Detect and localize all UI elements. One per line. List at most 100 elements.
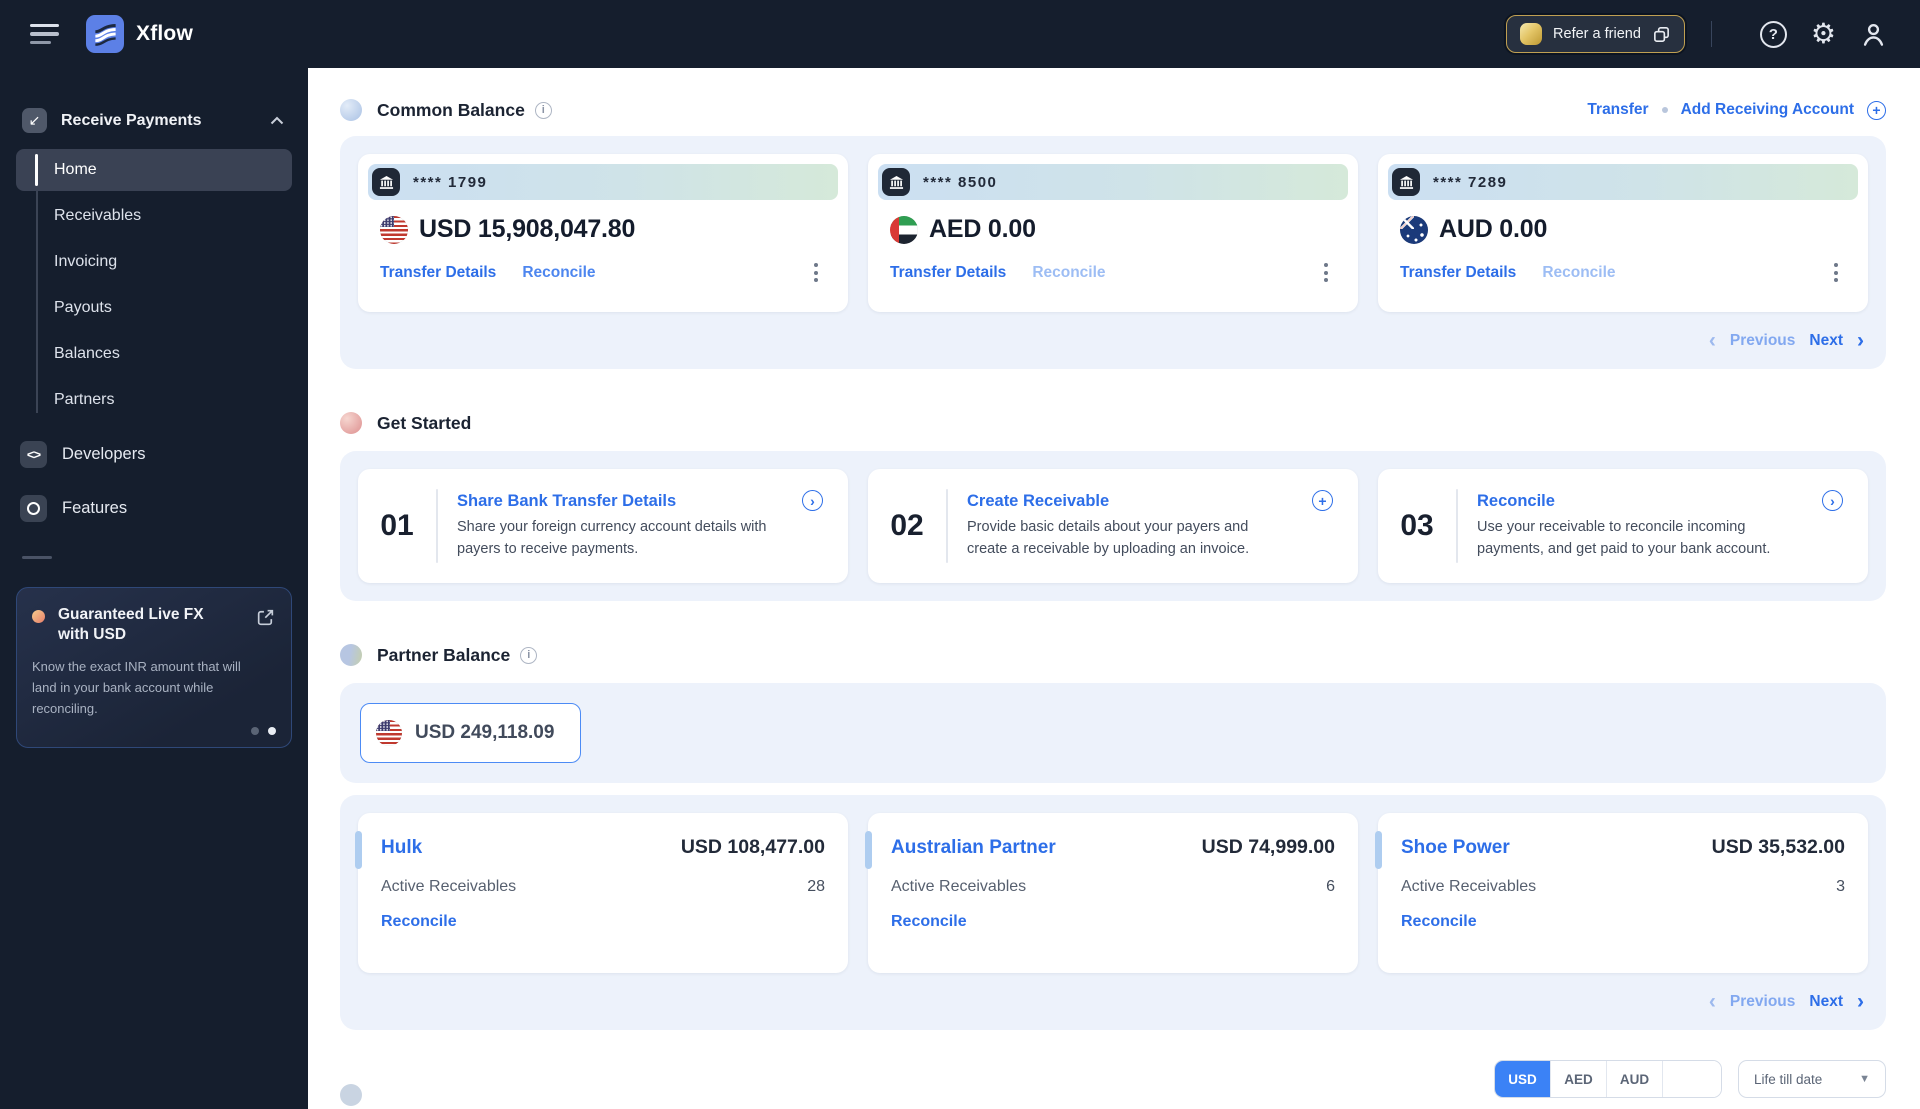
chevron-right-icon[interactable]: › (1857, 990, 1864, 1013)
au-flag-icon (1400, 215, 1428, 244)
currency-tab-aed[interactable]: AED (1551, 1061, 1607, 1097)
transfer-details-link[interactable]: Transfer Details (1400, 263, 1517, 281)
receive-payments-icon: ↙ (22, 108, 47, 133)
hamburger-menu-icon[interactable] (30, 23, 59, 45)
sidebar-item-features[interactable]: Features (16, 487, 292, 529)
active-receivables-count: 6 (1326, 878, 1335, 895)
plus-circle-icon[interactable]: + (1867, 100, 1886, 120)
promo-dot-icon (32, 609, 45, 623)
settings-gear-icon[interactable]: ⚙ (1810, 17, 1836, 50)
previous-button[interactable]: Previous (1729, 992, 1796, 1010)
bottom-controls-row: USD AED AUD Life till date ▼ (340, 1060, 1886, 1106)
kebab-menu-icon[interactable] (1318, 259, 1334, 286)
next-button[interactable]: Next (1809, 992, 1843, 1010)
step-card-share-details[interactable]: 01 Share Bank Transfer Details Share you… (358, 469, 848, 583)
sidebar-item-payouts[interactable]: Payouts (54, 299, 112, 316)
reconcile-link[interactable]: Reconcile (1542, 263, 1616, 281)
partner-amount: USD 35,532.00 (1711, 836, 1845, 858)
partner-balance-usd-chip[interactable]: USD 249,118.09 (360, 703, 582, 763)
sidebar-item-developers[interactable]: <> Developers (16, 433, 292, 475)
sidebar-item-invoicing[interactable]: Invoicing (54, 253, 118, 270)
step-title-link[interactable]: Create Receivable (967, 492, 1110, 511)
sidebar-section-receive-payments[interactable]: ↙ Receive Payments (16, 108, 292, 149)
sidebar-nav: Home Receivables Invoicing Payouts Balan… (16, 149, 292, 421)
step-title-link[interactable]: Share Bank Transfer Details (457, 492, 677, 511)
step-number: 03 (1400, 509, 1434, 542)
common-balance-sphere-icon (340, 99, 362, 121)
carousel-dot[interactable] (251, 727, 259, 736)
currency-tab-usd[interactable]: USD (1495, 1061, 1551, 1097)
carousel-dot-active[interactable] (268, 727, 276, 736)
transfer-link[interactable]: Transfer (1587, 101, 1649, 118)
refer-a-friend-button[interactable]: Refer a friend (1506, 15, 1685, 53)
chevron-right-icon[interactable]: › (1857, 329, 1864, 352)
previous-button[interactable]: Previous (1729, 331, 1796, 349)
plus-circle-icon[interactable]: + (1312, 490, 1333, 511)
chevron-left-icon[interactable]: ‹ (1708, 329, 1716, 352)
sidebar-item-balances[interactable]: Balances (54, 345, 120, 362)
partner-balance-title: Partner Balance (377, 644, 511, 665)
partner-name-link[interactable]: Hulk (381, 837, 423, 858)
get-started-title: Get Started (377, 412, 472, 433)
info-icon[interactable]: i (534, 101, 552, 119)
partner-amount: USD 74,999.00 (1201, 836, 1335, 858)
masked-account-number: **** 8500 (923, 173, 998, 191)
transfer-details-link[interactable]: Transfer Details (380, 263, 497, 281)
reconcile-link[interactable]: Reconcile (381, 913, 457, 930)
sidebar-item-home[interactable]: Home (16, 149, 292, 191)
step-description: Provide basic details about your payers … (967, 519, 1250, 557)
sidebar-item-partners[interactable]: Partners (54, 391, 115, 408)
promo-card[interactable]: Guaranteed Live FX with USD Know the exa… (16, 586, 292, 749)
partner-name-link[interactable]: Shoe Power (1401, 837, 1510, 858)
add-receiving-account-link[interactable]: Add Receiving Account (1680, 101, 1854, 118)
help-icon[interactable]: ? (1759, 20, 1787, 48)
sidebar-item-receivables[interactable]: Receivables (54, 207, 142, 224)
bank-icon (882, 168, 910, 196)
common-balance-title: Common Balance (377, 99, 525, 120)
partner-balance-sphere-icon (340, 644, 362, 666)
promo-title: Guaranteed Live FX with USD (58, 605, 204, 644)
active-receivables-label: Active Receivables (891, 878, 1027, 895)
reconcile-link[interactable]: Reconcile (522, 263, 596, 281)
xflow-logo-icon[interactable] (86, 15, 124, 53)
step-number: 01 (380, 509, 414, 542)
info-icon[interactable]: i (520, 646, 538, 664)
date-range-select[interactable]: Life till date ▼ (1738, 1060, 1886, 1098)
chevron-circle-icon[interactable]: › (1822, 490, 1843, 511)
reconcile-link[interactable]: Reconcile (1401, 913, 1477, 930)
receive-payments-label: Receive Payments (61, 111, 202, 129)
partner-name-link[interactable]: Australian Partner (891, 837, 1056, 858)
developers-label: Developers (62, 444, 146, 463)
account-band: **** 7289 (1388, 164, 1858, 200)
step-title-link[interactable]: Reconcile (1477, 492, 1555, 511)
circle-icon (20, 494, 47, 522)
active-receivables-label: Active Receivables (381, 878, 517, 895)
next-button[interactable]: Next (1809, 331, 1843, 349)
step-divider (946, 489, 948, 563)
sidebar: ↙ Receive Payments Home Receivables Invo… (0, 68, 308, 1109)
currency-tab-aud[interactable]: AUD (1607, 1061, 1663, 1097)
balance-card-usd: **** 1799 USD 15,908,047.80 Transfer Det… (358, 154, 848, 312)
external-link-icon[interactable] (255, 607, 276, 647)
reconcile-link[interactable]: Reconcile (1032, 263, 1106, 281)
balance-amount: USD 15,908,047.80 (419, 215, 636, 243)
currency-tab-more[interactable] (1663, 1061, 1721, 1097)
step-divider (1456, 489, 1458, 563)
step-divider (436, 489, 438, 563)
brand-title: Xflow (136, 22, 193, 45)
step-card-create-receivable[interactable]: 02 Create Receivable Provide basic detai… (868, 469, 1358, 583)
user-profile-icon[interactable] (1860, 21, 1887, 48)
chevron-left-icon[interactable]: ‹ (1708, 990, 1716, 1013)
chevron-circle-icon[interactable]: › (802, 490, 823, 511)
features-label: Features (62, 498, 128, 517)
reconcile-link[interactable]: Reconcile (891, 913, 967, 930)
topbar-divider (1710, 21, 1712, 47)
chevron-up-icon[interactable] (270, 112, 284, 130)
transfer-details-link[interactable]: Transfer Details (890, 263, 1007, 281)
partner-amount: USD 108,477.00 (680, 836, 825, 858)
kebab-menu-icon[interactable] (808, 259, 824, 286)
partner-cards-panel: Hulk USD 108,477.00 Active Receivables 2… (340, 795, 1886, 1030)
kebab-menu-icon[interactable] (1828, 259, 1844, 286)
step-card-reconcile[interactable]: 03 Reconcile Use your receivable to reco… (1378, 469, 1868, 583)
masked-account-number: **** 1799 (413, 173, 488, 191)
